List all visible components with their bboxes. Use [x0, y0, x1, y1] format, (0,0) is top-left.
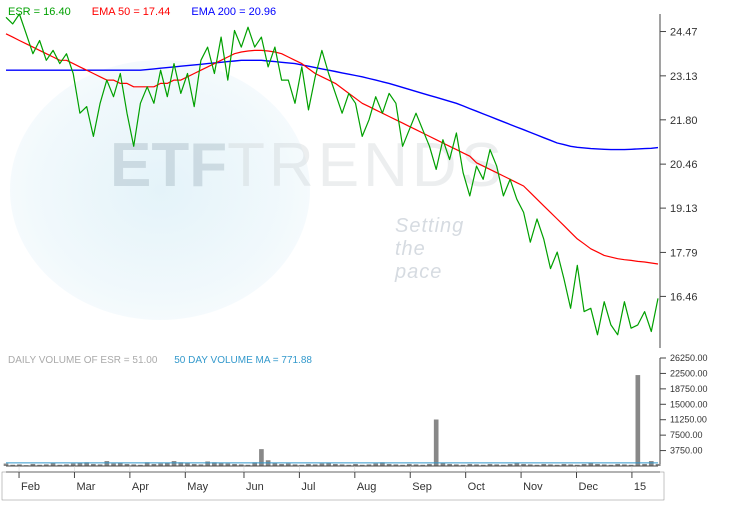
svg-text:21.80: 21.80: [670, 115, 698, 127]
svg-text:7500.00: 7500.00: [670, 430, 703, 440]
svg-text:3750.00: 3750.00: [670, 446, 703, 456]
svg-text:15000.00: 15000.00: [670, 399, 708, 409]
price-legend: ESR = 16.40 EMA 50 = 17.44 EMA 200 = 20.…: [8, 6, 294, 18]
volume-legend: DAILY VOLUME OF ESR = 51.00 50 DAY VOLUM…: [8, 355, 326, 366]
legend-esr: ESR = 16.40: [8, 6, 71, 18]
svg-text:Apr: Apr: [132, 481, 149, 493]
svg-text:11250.00: 11250.00: [670, 415, 707, 425]
svg-text:15: 15: [634, 481, 646, 493]
svg-text:May: May: [187, 481, 208, 493]
svg-text:26250.00: 26250.00: [670, 353, 708, 363]
svg-text:Dec: Dec: [579, 481, 599, 493]
chart-root: ETFTRENDS Setting the pace ESR = 16.40 E…: [0, 0, 736, 505]
legend-ema50: EMA 50 = 17.44: [92, 6, 171, 18]
svg-text:23.13: 23.13: [670, 71, 698, 83]
legend-daily-volume: DAILY VOLUME OF ESR = 51.00: [8, 355, 157, 366]
svg-text:Nov: Nov: [523, 481, 543, 493]
svg-text:19.13: 19.13: [670, 203, 698, 215]
svg-text:20.46: 20.46: [670, 159, 698, 171]
svg-text:Jul: Jul: [301, 481, 315, 493]
svg-text:Oct: Oct: [468, 481, 485, 493]
legend-volume-ma: 50 DAY VOLUME MA = 771.88: [174, 355, 312, 366]
svg-text:Sep: Sep: [412, 481, 432, 493]
svg-text:Mar: Mar: [76, 481, 95, 493]
chart-svg: 16.46 17.79 19.13 20.46 21.80 23.13 24.47 3750.…: [0, 0, 736, 505]
svg-text:22500.00: 22500.00: [670, 368, 708, 378]
svg-text:Aug: Aug: [357, 481, 377, 493]
svg-text:16.46: 16.46: [670, 291, 698, 303]
legend-ema200: EMA 200 = 20.96: [191, 6, 276, 18]
svg-text:24.47: 24.47: [670, 27, 698, 39]
svg-text:Jun: Jun: [246, 481, 264, 493]
svg-text:Feb: Feb: [21, 481, 40, 493]
svg-text:18750.00: 18750.00: [670, 384, 708, 394]
svg-text:17.79: 17.79: [670, 247, 698, 259]
